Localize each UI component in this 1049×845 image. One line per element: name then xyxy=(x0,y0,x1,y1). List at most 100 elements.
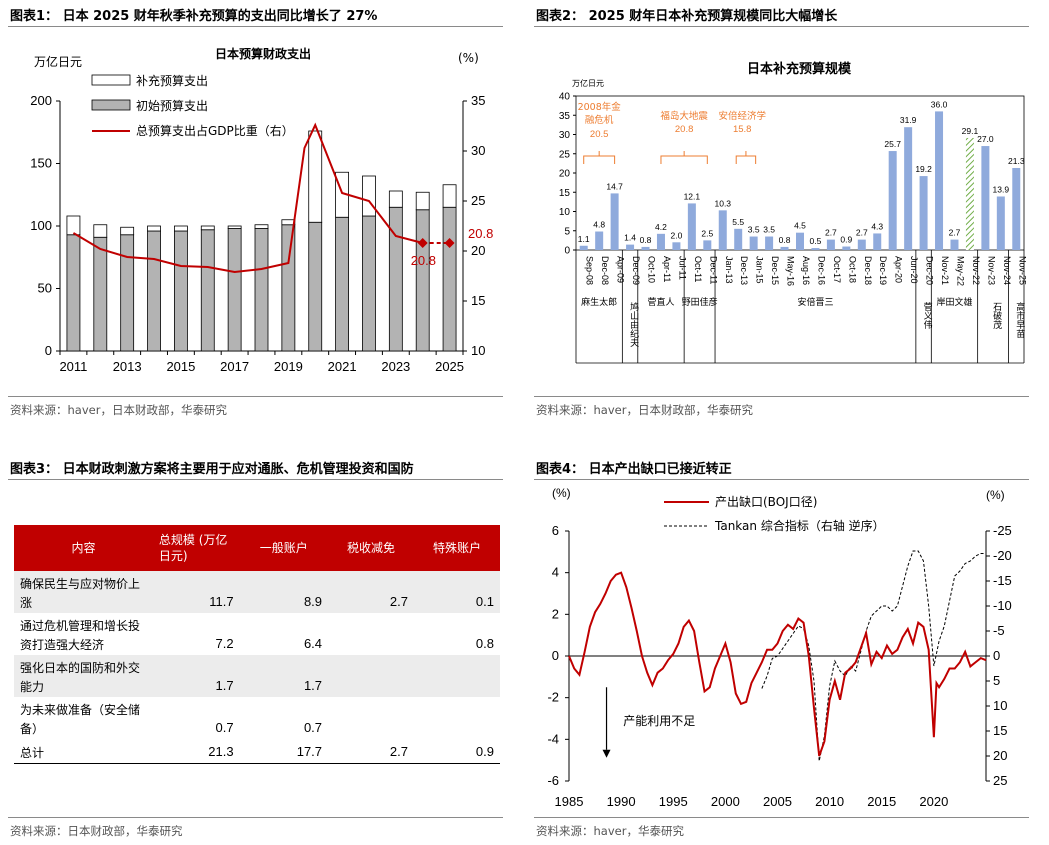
y-tick-label: 40 xyxy=(559,92,571,103)
col-header-general: 一般账户 xyxy=(239,525,329,571)
y-tick-label-left: 150 xyxy=(30,156,52,171)
bar-value-label: 4.5 xyxy=(794,221,806,231)
y-axis-right-unit: (%) xyxy=(986,488,1005,502)
x-tick-label: Oct-18 xyxy=(847,256,857,283)
pm-label: 高市早苗 xyxy=(1014,301,1025,339)
panel-4-source: 资料来源：haver，华泰研究 xyxy=(536,824,684,838)
annotation-point-value: 20.8 xyxy=(411,253,436,268)
arrow-head xyxy=(602,749,611,758)
bar xyxy=(610,193,619,250)
row-tax: 2.7 xyxy=(328,739,414,764)
panel-3-source: 资料来源：日本财政部，华泰研究 xyxy=(10,824,183,838)
y-tick-label-right: 25 xyxy=(471,193,485,208)
bar-initial xyxy=(66,234,81,352)
bar-initial xyxy=(281,224,296,352)
bar xyxy=(873,233,882,250)
bar-supplementary xyxy=(147,225,161,232)
bar-value-label: 5.5 xyxy=(732,217,744,227)
bar-initial xyxy=(415,209,430,352)
panel-2-source: 资料来源：haver，日本财政部，华泰研究 xyxy=(536,403,753,417)
bar-supplementary xyxy=(442,184,457,208)
panel-2-title: 图表2： 2025 财年日本补充预算规模同比大幅增长 xyxy=(536,9,838,24)
series-output-gap-line xyxy=(568,571,987,757)
y-tick-label-right: -15 xyxy=(993,573,1012,588)
annotation-3-value: 15.8 xyxy=(733,124,752,135)
x-tick-label: 1990 xyxy=(607,794,636,809)
bar-initial xyxy=(308,221,323,352)
bar xyxy=(796,232,804,250)
bar xyxy=(842,246,851,250)
y-axis-right-unit: (%) xyxy=(458,51,479,65)
table-row: 通过危机管理和增长投资打造强大经济 7.2 6.4 0.8 xyxy=(14,613,500,655)
x-tick-label: 2013 xyxy=(113,359,142,374)
row-label: 总计 xyxy=(14,739,153,764)
bar xyxy=(687,203,696,250)
bar-initial xyxy=(147,230,161,352)
x-tick-label: 2019 xyxy=(274,359,303,374)
x-tick-label: 1995 xyxy=(659,794,688,809)
annotation-right-value: 20.8 xyxy=(468,226,493,241)
x-tick-label: 2025 xyxy=(435,359,464,374)
row-total: 7.2 xyxy=(215,636,234,652)
bar-supplementary xyxy=(415,191,430,211)
panel-1-source: 资料来源：haver，日本财政部，华泰研究 xyxy=(10,403,227,417)
x-tick-label: May-22 xyxy=(955,256,965,286)
row-special xyxy=(414,655,500,697)
x-tick-label: Nov-22 xyxy=(971,256,981,285)
bar-initial xyxy=(254,228,269,352)
x-tick-label: 2020 xyxy=(919,794,948,809)
bar-value-label: 21.3 xyxy=(1008,156,1025,166)
bar xyxy=(904,127,913,250)
y-tick-label-right: 25 xyxy=(993,773,1007,788)
annotation-1-value: 20.5 xyxy=(590,129,609,140)
bar xyxy=(765,236,774,250)
bar xyxy=(965,137,974,250)
x-tick-label: 2021 xyxy=(328,359,357,374)
y-tick-label-right: 35 xyxy=(471,93,485,108)
row-general: 8.9 xyxy=(239,571,329,613)
x-tick-label: Dec-19 xyxy=(878,256,888,285)
bar-initial xyxy=(227,228,242,352)
bar-supplementary xyxy=(227,225,242,229)
x-tick-label: Jul-11 xyxy=(677,256,687,280)
x-tick-label: Oct-17 xyxy=(832,256,842,283)
y-tick-label-right: 30 xyxy=(471,143,485,158)
y-tick-label: 5 xyxy=(564,226,570,237)
x-tick-label: 2015 xyxy=(867,794,896,809)
col-header-total: 总规模 (万亿日元) xyxy=(152,525,240,571)
bar-value-label: 3.5 xyxy=(748,225,760,235)
x-tick-label: 2005 xyxy=(763,794,792,809)
legend-label-output-gap: 产出缺口(BOJ口径) xyxy=(715,494,817,509)
bar-value-label: 14.7 xyxy=(606,181,623,191)
x-tick-label: 2000 xyxy=(711,794,740,809)
row-general: 17.7 xyxy=(239,739,329,764)
bar-value-label: 2.0 xyxy=(670,230,682,240)
bar-value-label: 0.8 xyxy=(779,235,791,245)
bar-supplementary xyxy=(254,224,269,229)
series-tankan-line xyxy=(761,550,986,762)
bar-initial xyxy=(200,229,215,352)
row-general: 1.7 xyxy=(239,655,329,697)
bar xyxy=(857,239,866,250)
row-label: 通过危机管理和增长投资打造强大经济 xyxy=(20,618,141,652)
x-tick-label: Dec-16 xyxy=(816,256,826,285)
bar xyxy=(780,246,789,250)
panel-3-title-rule xyxy=(8,479,503,480)
y-tick-label-right: 10 xyxy=(993,698,1007,713)
gdp-projection-marker xyxy=(444,238,455,248)
bar-value-label: 3.5 xyxy=(763,225,775,235)
y-tick-label-left: 6 xyxy=(552,523,559,538)
y-axis-left-unit: (%) xyxy=(552,486,571,500)
bar-value-label: 2.7 xyxy=(856,228,868,238)
pm-label: 菅义伟 xyxy=(922,301,933,330)
bar-value-label: 1.4 xyxy=(624,233,636,243)
row-label: 为未来做准备（安全储备） xyxy=(20,702,141,736)
bar xyxy=(641,246,650,250)
x-tick-label: Dec-08 xyxy=(600,256,610,285)
y-tick-label: 15 xyxy=(559,188,571,199)
x-tick-label: Apr-11 xyxy=(662,256,672,282)
row-special: 0.8 xyxy=(475,636,494,652)
row-tax: 2.7 xyxy=(328,571,414,613)
annotation-2-line1: 福岛大地震 xyxy=(660,110,708,122)
bar xyxy=(996,196,1005,250)
